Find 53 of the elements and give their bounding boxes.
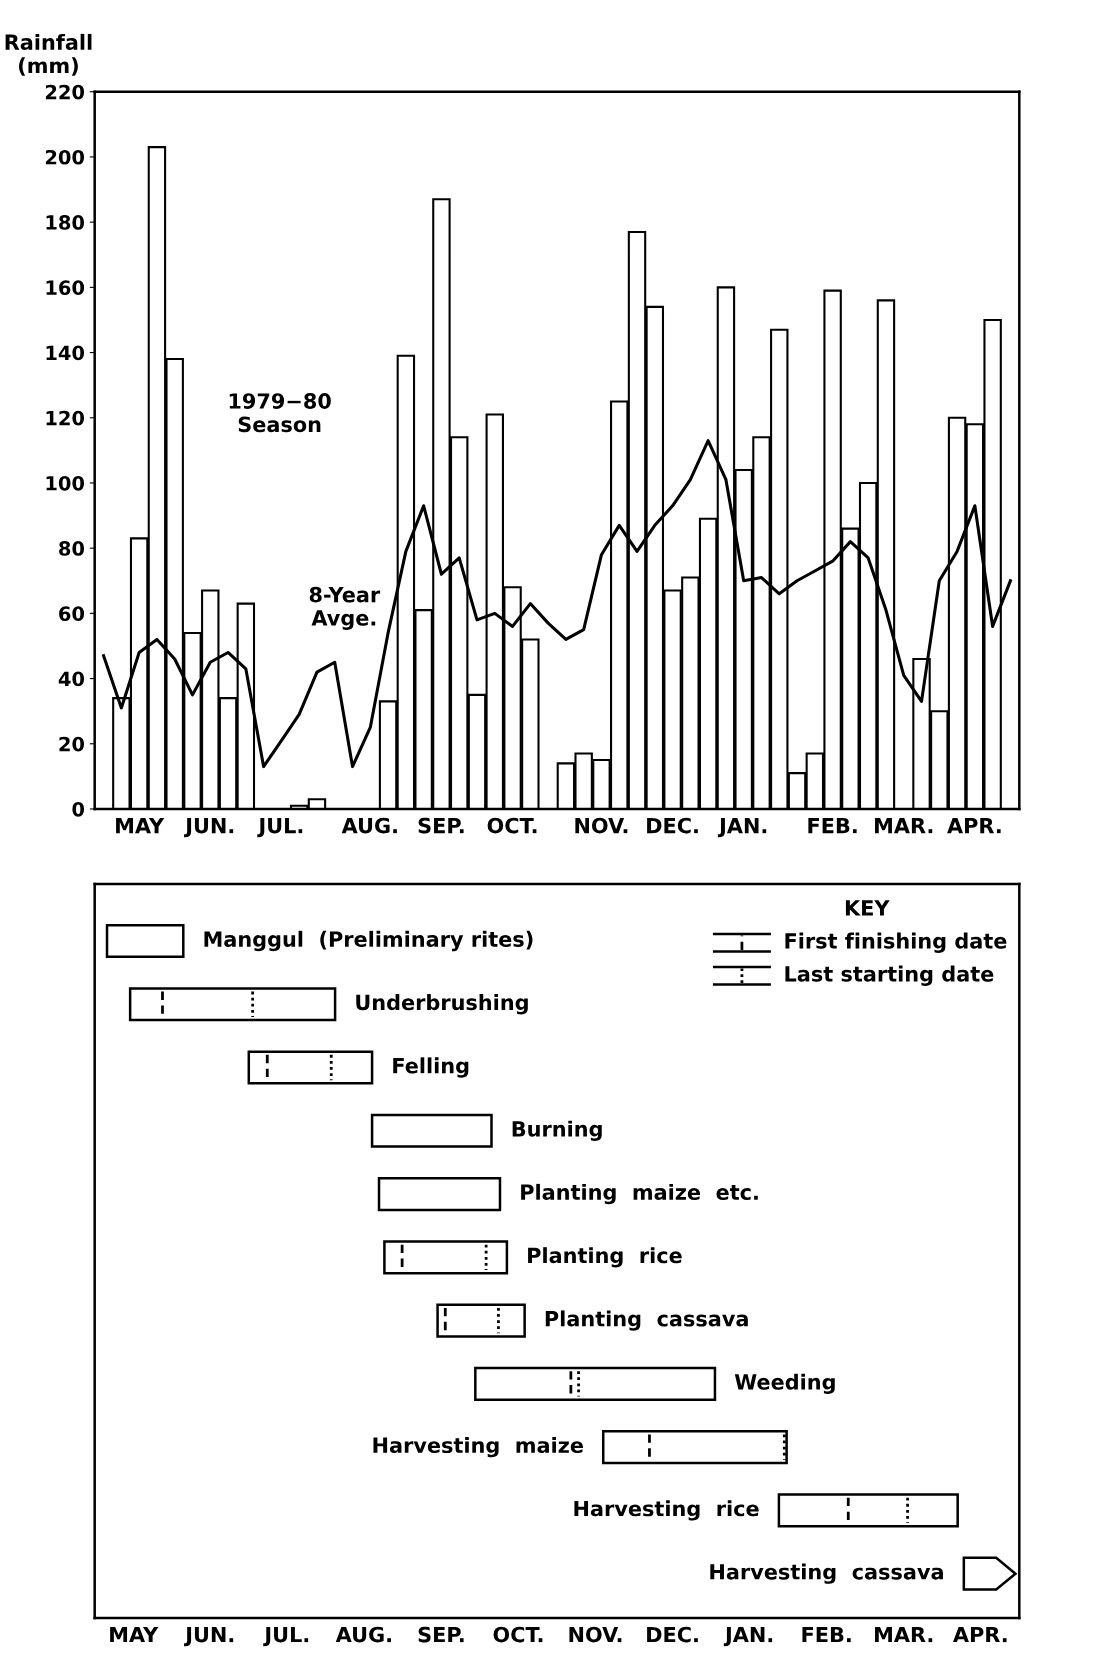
- text: Harvesting cassava: [710, 1563, 943, 1584]
- x-tick-label: JUL.: [257, 817, 303, 838]
- category-label: MAR.: [875, 1626, 933, 1643]
- category-label: MAY: [110, 1626, 159, 1643]
- category-label: JUN.: [184, 1626, 234, 1647]
- y-tick-label: 60: [59, 606, 85, 622]
- y-tick-label: 120: [46, 410, 85, 426]
- y-tick-label: 200: [45, 149, 85, 165]
- category-label: SEP.: [418, 1626, 464, 1643]
- text: Weeding: [734, 1373, 835, 1395]
- x-tick-label: OCT.: [487, 817, 537, 834]
- y-axis-title: Rainfall (mm): [5, 33, 92, 76]
- text: First finishing date: [785, 932, 1007, 953]
- y-tick-label: 20: [59, 736, 85, 752]
- text: Planting maize etc.: [521, 1183, 758, 1205]
- x-tick-label: DEC.: [647, 817, 698, 834]
- text: Manggul (Preliminary rites): [204, 930, 533, 952]
- category-label: FEB.: [802, 1626, 851, 1643]
- x-tick-label: JUN.: [184, 817, 234, 838]
- x-tick-label: MAR.: [875, 817, 933, 834]
- y-tick-label: 40: [58, 671, 85, 687]
- category-label: DEC.: [647, 1626, 698, 1643]
- x-tick-label: APR.: [947, 817, 1001, 834]
- y-tick-label: 220: [45, 84, 85, 100]
- y-tick-label: 180: [46, 215, 85, 230]
- text: KEY: [845, 900, 890, 916]
- x-tick-label: MAY: [116, 817, 165, 834]
- x-tick-label: SEP.: [418, 817, 464, 834]
- category-label: APR.: [953, 1626, 1007, 1643]
- text: 1979−80 Season: [229, 393, 331, 433]
- text: Harvesting rice: [574, 1500, 759, 1521]
- text: Last starting date: [785, 965, 994, 986]
- category-label: AUG.: [335, 1626, 391, 1643]
- x-tick-label: AUG.: [341, 817, 397, 834]
- text: Burning: [512, 1120, 602, 1141]
- x-tick-label: NOV.: [575, 817, 628, 834]
- category-label: OCT.: [493, 1626, 543, 1643]
- text: Felling: [393, 1057, 469, 1078]
- y-tick-label: 100: [46, 475, 85, 491]
- series-label: 8-Year Avge.: [309, 586, 381, 630]
- y-tick-label: 140: [46, 345, 85, 361]
- x-tick-label: FEB.: [808, 817, 857, 834]
- y-tick-label: 80: [59, 541, 85, 556]
- y-tick-label: 0: [72, 801, 85, 817]
- text: Planting rice: [528, 1247, 682, 1268]
- x-tick-label: JAN.: [717, 817, 767, 838]
- category-label: JAN.: [723, 1626, 773, 1647]
- category-label: JUL.: [263, 1626, 309, 1647]
- y-tick-label: 160: [46, 280, 85, 296]
- text: Harvesting maize: [373, 1436, 583, 1458]
- text: Planting cassava: [545, 1310, 748, 1331]
- category-label: NOV.: [569, 1626, 622, 1643]
- text: Underbrushing: [356, 994, 528, 1015]
